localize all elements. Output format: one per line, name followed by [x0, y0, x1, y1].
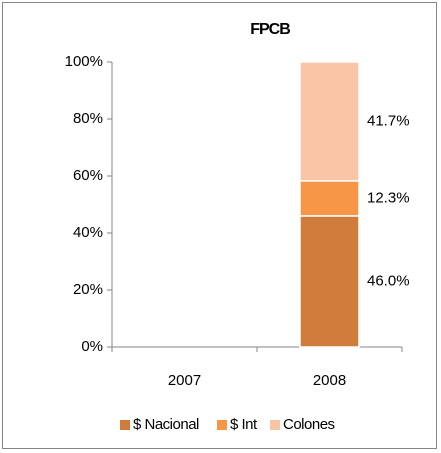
- y-tick-label: 40%: [73, 224, 103, 241]
- legend-label: $ Int: [230, 416, 258, 433]
- bar-segment: [299, 215, 360, 348]
- legend-swatch: [217, 420, 227, 430]
- legend-swatch: [270, 420, 280, 430]
- bar-segment: [299, 180, 360, 217]
- chart-title: FPCB: [250, 21, 290, 38]
- bar-segment: [299, 61, 360, 182]
- chart-border: [2, 2, 437, 449]
- y-tick-label: 60%: [73, 167, 103, 184]
- y-tick-label: 20%: [73, 281, 103, 298]
- y-tick-label: 80%: [73, 110, 103, 127]
- data-label: 12.3%: [367, 189, 410, 206]
- y-tick-label: 100%: [65, 53, 103, 70]
- x-tick-label: 2007: [168, 372, 201, 389]
- data-label: 41.7%: [367, 112, 410, 129]
- y-tick-label: 0%: [81, 338, 103, 355]
- data-label: 46.0%: [367, 272, 410, 289]
- legend-label: $ Nacional: [133, 416, 199, 433]
- x-tick-label: 2008: [313, 372, 346, 389]
- legend-label: Colones: [283, 416, 335, 433]
- legend-swatch: [120, 420, 130, 430]
